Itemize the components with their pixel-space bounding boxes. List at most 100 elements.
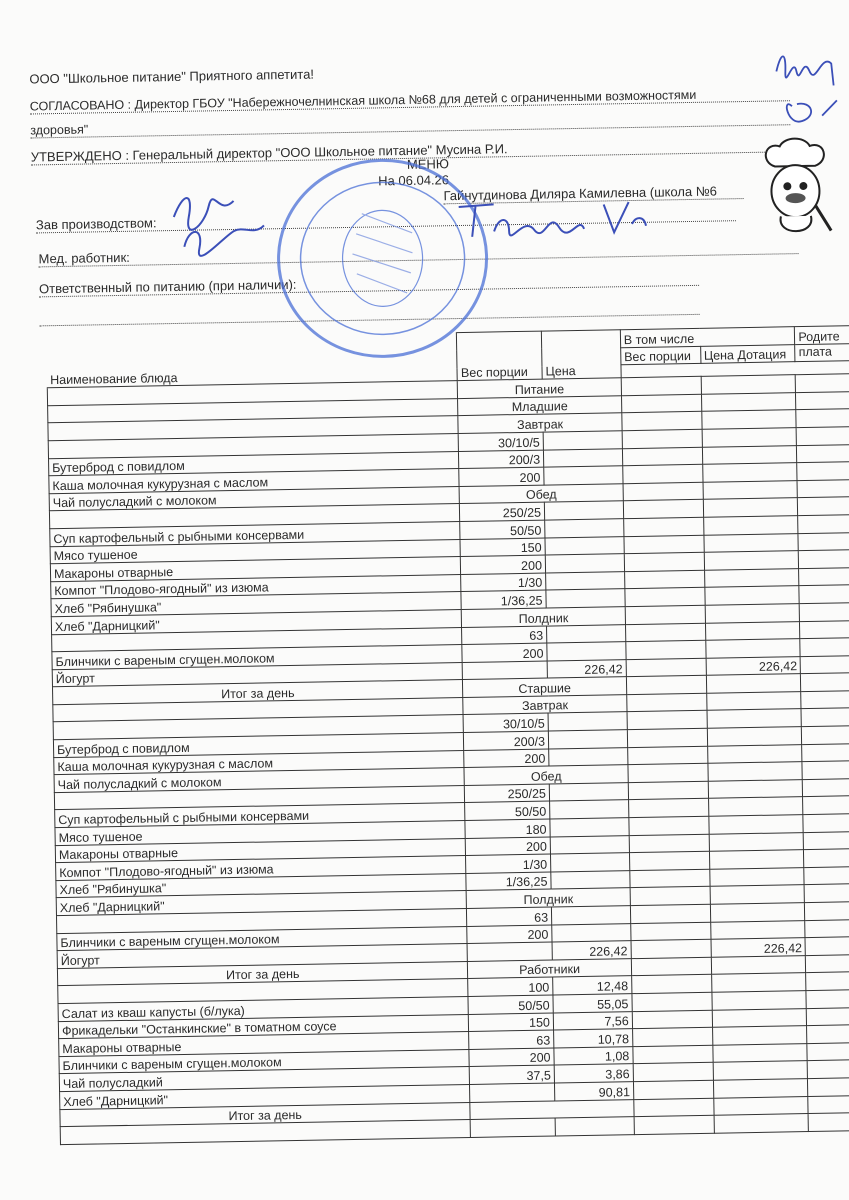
inc-weight [623,499,704,519]
signature-director [775,55,838,123]
parent-fee [806,1007,849,1026]
parent-fee [803,848,849,868]
portion-weight: 150 [468,1012,554,1032]
inc-weight [633,1080,714,1100]
cell [802,760,849,780]
inc-weight [628,781,709,801]
inc-price-subsidy [707,779,803,799]
parent-fee [803,813,849,833]
inc-weight [622,464,703,484]
inc-price-subsidy [701,445,798,465]
cell [701,392,797,412]
price [551,923,631,943]
inc-weight [631,974,712,994]
price [543,465,623,485]
cell [797,479,849,498]
portion-weight: 63 [461,625,547,645]
portion-weight: 200/3 [463,731,549,751]
price: 3,86 [554,1063,634,1083]
portion-weight: 50/50 [460,520,545,540]
inc-weight [625,640,706,660]
cell [800,672,849,692]
price [545,571,625,591]
company-line: ООО "Школьное питание" Приятного аппетит… [29,66,315,87]
portion-weight: 200 [462,643,548,663]
cell [702,480,798,500]
portion-weight: 1/36,25 [466,871,552,891]
inc-price-subsidy [709,902,806,922]
portion-weight: 200/3 [458,449,544,469]
inc-price-subsidy [702,462,798,483]
price [550,870,630,890]
cell [799,602,849,622]
portion-weight: 1/36,25 [461,590,547,610]
header-dish-name: Наименование блюда [46,332,458,388]
portion-weight: 63 [466,907,552,927]
portion-weight [469,1082,555,1102]
inc-weight [629,869,710,889]
price: 12,48 [552,976,632,995]
cell [704,603,800,623]
inc-weight [632,1009,713,1029]
inc-price-subsidy [712,1043,808,1063]
price [544,536,625,556]
inc-price-subsidy [708,814,804,834]
cell [808,1095,849,1114]
inc-weight [632,1044,713,1064]
cell [705,673,802,694]
price [548,712,628,732]
inc-price-subsidy: 226,42 [705,656,801,676]
parent-fee [806,1024,849,1044]
price [550,852,630,872]
parent-fee [807,1077,849,1097]
portion-weight: 200 [460,555,546,575]
inc-price-subsidy [702,497,798,518]
parent-fee [797,514,849,534]
header-weight: Вес порции [456,331,543,381]
price [546,624,626,644]
inc-weight [621,429,702,449]
parent-fee [796,426,849,446]
inc-weight [625,622,706,642]
price [543,430,623,450]
parent-fee [797,461,849,481]
inc-price-subsidy [707,744,803,764]
cell [621,411,702,431]
parent-fee [803,831,849,850]
inc-price-subsidy [706,709,802,729]
parent-fee [798,549,849,569]
cell [804,883,849,903]
cell [626,693,707,713]
price [550,835,630,855]
cell [627,763,708,783]
cell [706,691,802,711]
inc-weight [633,1115,714,1135]
parent-fee [799,620,849,639]
parent-fee [801,743,849,762]
inc-price-subsidy [709,849,805,870]
inc-price-subsidy [713,1113,809,1133]
inc-weight [628,798,709,818]
parent-fee [806,989,849,1009]
inc-price-subsidy [703,515,799,535]
inc-price-subsidy [708,797,804,817]
inc-price-subsidy [711,972,807,993]
inc-price-subsidy [709,867,805,887]
portion-weight: 200 [467,924,553,944]
inc-weight [628,833,710,853]
inc-weight [625,657,706,677]
parent-fee [804,866,849,886]
inc-price-subsidy [704,585,800,606]
portion-weight: 1/30 [460,572,546,592]
inc-price-subsidy [703,533,799,553]
inc-weight [631,992,712,1012]
portion-weight: 37,5 [469,1065,555,1085]
cell [795,391,849,411]
price [548,747,628,767]
parent-fee [805,936,849,956]
parent-fee [805,971,849,991]
price [545,589,625,608]
portion-weight: 150 [460,537,546,557]
price: 10,78 [553,1028,633,1048]
inc-weight [630,904,711,924]
